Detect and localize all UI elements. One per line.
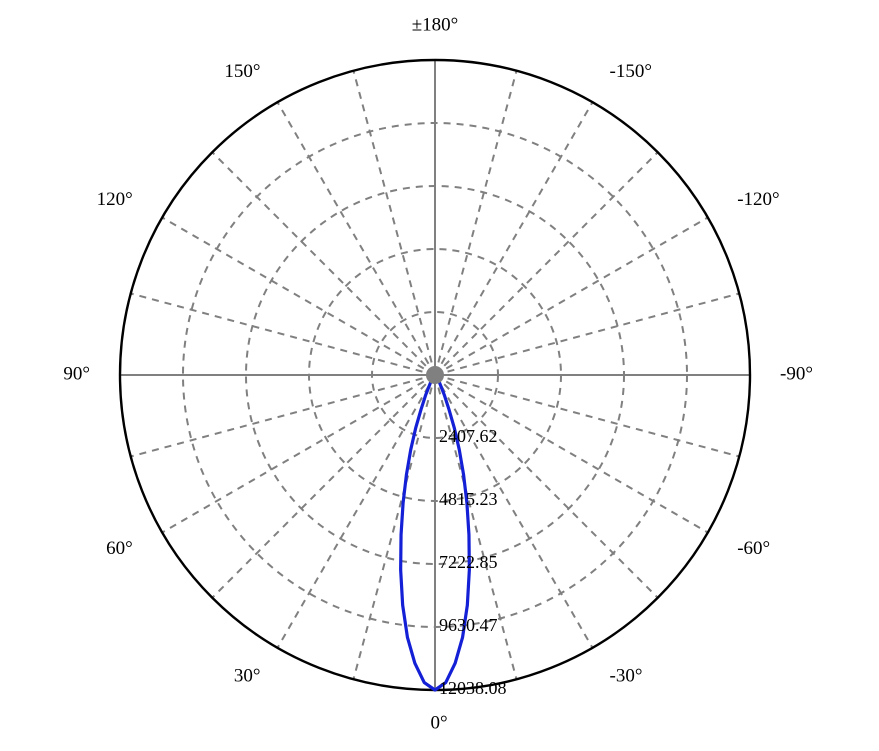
angle-label: -150° <box>610 61 652 82</box>
angle-label: ±180° <box>412 14 459 35</box>
grid-spoke <box>435 375 593 648</box>
grid-spoke <box>131 293 435 375</box>
angle-label: -90° <box>780 363 813 384</box>
grid-spoke <box>353 71 435 375</box>
grid-spoke <box>435 152 658 375</box>
grid-spoke <box>278 102 436 375</box>
angle-label: 90° <box>63 363 90 384</box>
angle-label: -30° <box>610 666 643 687</box>
angle-label: 120° <box>97 189 133 210</box>
radial-label: 2407.62 <box>439 426 498 446</box>
angle-label: -60° <box>737 538 770 559</box>
grid-spoke <box>131 375 435 457</box>
angle-label: 0° <box>430 712 447 733</box>
grid-spoke <box>212 152 435 375</box>
grid-spoke <box>435 102 593 375</box>
polar-chart: 2407.62 4815.23 7222.85 9630.47 12038.08 0° 30… <box>0 0 879 751</box>
grid-spoke <box>435 293 739 375</box>
radial-label: 7222.85 <box>439 552 498 572</box>
grid-spoke <box>162 218 435 376</box>
radial-label: 12038.08 <box>439 678 507 698</box>
grid-spoke <box>435 218 708 376</box>
radial-label: 9630.47 <box>439 615 498 635</box>
angle-label: 60° <box>106 538 133 559</box>
grid-spoke <box>162 375 435 533</box>
center-dot <box>426 366 444 384</box>
angle-label: 30° <box>234 666 261 687</box>
angle-label: -120° <box>737 189 779 210</box>
angle-label: 150° <box>224 61 260 82</box>
grid-spoke <box>435 71 517 375</box>
grid-spoke <box>278 375 436 648</box>
radial-label: 4815.23 <box>439 489 498 509</box>
grid-spoke <box>353 375 435 679</box>
